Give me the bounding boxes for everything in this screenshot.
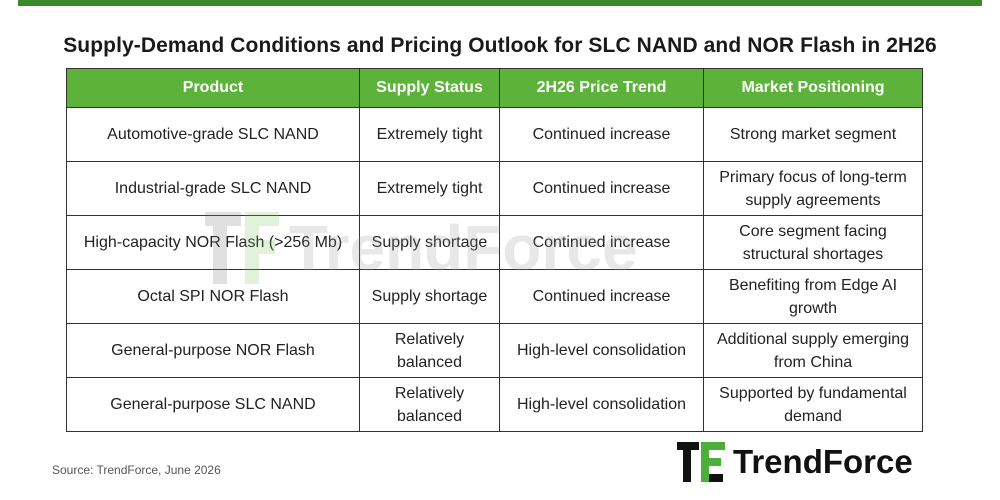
cell-product: Industrial-grade SLC NAND [66, 161, 360, 216]
cell-product: General-purpose SLC NAND [66, 377, 360, 432]
top-accent-bar [18, 0, 982, 6]
trendforce-logo-icon [677, 442, 725, 482]
cell-price-trend: High-level consolidation [499, 377, 704, 432]
cell-price-trend: Continued increase [499, 161, 704, 216]
cell-market-positioning: Supported by fundamental demand [703, 377, 923, 432]
cell-price-trend: Continued increase [499, 215, 704, 270]
header-supply-status: Supply Status [359, 68, 500, 108]
cell-price-trend: High-level consolidation [499, 323, 704, 378]
logo-text: TrendForce [733, 443, 913, 480]
cell-supply-status: Supply shortage [359, 269, 500, 324]
data-table: Product Supply Status 2H26 Price Trend M… [66, 68, 923, 432]
table-row: Octal SPI NOR Flash Supply shortage Cont… [66, 269, 923, 324]
cell-supply-status: Extremely tight [359, 107, 500, 162]
cell-market-positioning: Benefiting from Edge AI growth [703, 269, 923, 324]
header-price-trend: 2H26 Price Trend [499, 68, 704, 108]
table-row: Industrial-grade SLC NAND Extremely tigh… [66, 161, 923, 216]
source-note: Source: TrendForce, June 2026 [52, 463, 221, 477]
cell-supply-status: Relatively balanced [359, 377, 500, 432]
cell-market-positioning: Strong market segment [703, 107, 923, 162]
table-row: General-purpose NOR Flash Relatively bal… [66, 323, 923, 378]
cell-price-trend: Continued increase [499, 107, 704, 162]
cell-product: High-capacity NOR Flash (>256 Mb) [66, 215, 360, 270]
table-row: Automotive-grade SLC NAND Extremely tigh… [66, 107, 923, 162]
cell-market-positioning: Core segment facing structural shortages [703, 215, 923, 270]
page-title: Supply-Demand Conditions and Pricing Out… [63, 34, 937, 57]
cell-market-positioning: Additional supply emerging from China [703, 323, 923, 378]
cell-product: Automotive-grade SLC NAND [66, 107, 360, 162]
header-product: Product [66, 68, 360, 108]
trendforce-logo: TrendForce [677, 440, 913, 484]
cell-price-trend: Continued increase [499, 269, 704, 324]
table-header-row: Product Supply Status 2H26 Price Trend M… [66, 68, 923, 108]
cell-product: Octal SPI NOR Flash [66, 269, 360, 324]
cell-supply-status: Extremely tight [359, 161, 500, 216]
header-market-positioning: Market Positioning [703, 68, 923, 108]
cell-market-positioning: Primary focus of long-term supply agreem… [703, 161, 923, 216]
cell-supply-status: Supply shortage [359, 215, 500, 270]
cell-supply-status: Relatively balanced [359, 323, 500, 378]
cell-product: General-purpose NOR Flash [66, 323, 360, 378]
table-row: High-capacity NOR Flash (>256 Mb) Supply… [66, 215, 923, 270]
table-row: General-purpose SLC NAND Relatively bala… [66, 377, 923, 432]
